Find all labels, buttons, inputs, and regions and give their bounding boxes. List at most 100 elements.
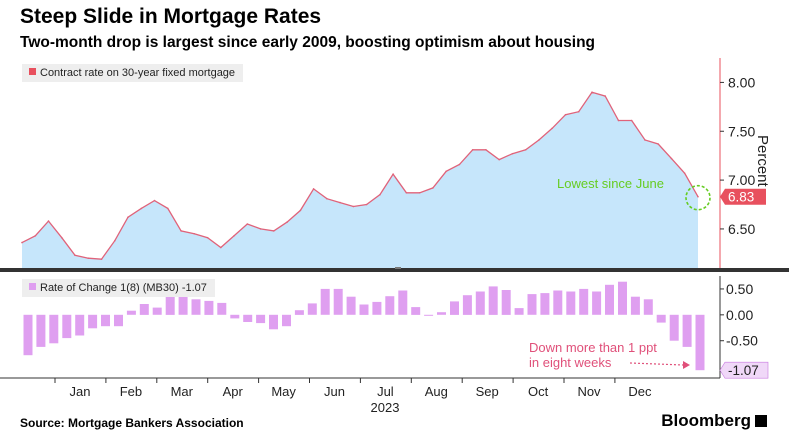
rate-last-value-tag: 6.83 bbox=[720, 188, 766, 205]
change-bar bbox=[165, 295, 175, 315]
change-y-tick-label: 0.50 bbox=[726, 281, 753, 297]
change-bar bbox=[385, 296, 395, 315]
x-tick-label-mar: Mar bbox=[171, 384, 194, 399]
rate-point bbox=[100, 258, 103, 261]
rate-point bbox=[87, 257, 90, 260]
rate-point bbox=[485, 149, 487, 151]
x-tick-label-feb: Feb bbox=[120, 384, 142, 399]
rate-point bbox=[114, 239, 116, 242]
rate-point bbox=[697, 195, 699, 198]
rate-last-value-label: 6.83 bbox=[728, 190, 754, 205]
change-bar bbox=[682, 314, 692, 347]
change-y-tick-label: -0.50 bbox=[726, 333, 758, 349]
change-bar bbox=[320, 288, 330, 315]
change-bar bbox=[566, 291, 576, 315]
rate-y-tick-label: 7.00 bbox=[728, 172, 755, 188]
rate-point bbox=[591, 91, 593, 93]
rate-y-tick-label: 8.00 bbox=[728, 74, 755, 90]
brand-name: Bloomberg bbox=[661, 411, 751, 430]
rate-point bbox=[352, 205, 355, 208]
rate-legend: Contract rate on 30-year fixed mortgage bbox=[22, 64, 244, 82]
rate-y-tick-label: 7.50 bbox=[728, 123, 755, 139]
rate-y-axis-label: Percent bbox=[754, 135, 771, 188]
rate-point bbox=[273, 230, 275, 232]
rate-point bbox=[538, 139, 540, 141]
change-bar bbox=[450, 301, 459, 315]
change-bar bbox=[514, 308, 524, 315]
rate-panel: Lowest since June bbox=[21, 91, 711, 268]
rate-point bbox=[577, 110, 580, 113]
change-last-value-label: -1.07 bbox=[728, 363, 759, 378]
x-tick-label-apr: Apr bbox=[223, 384, 244, 399]
rate-legend-swatch bbox=[29, 68, 36, 75]
change-bar bbox=[62, 314, 72, 339]
change-bar bbox=[204, 300, 214, 315]
rate-line bbox=[21, 91, 699, 260]
change-bar bbox=[333, 288, 343, 315]
change-bar bbox=[437, 312, 446, 315]
change-bar bbox=[618, 281, 627, 315]
rate-point bbox=[246, 223, 249, 225]
x-tick-label-jul: Jul bbox=[377, 384, 394, 399]
rate-point bbox=[657, 143, 659, 145]
change-bar bbox=[359, 304, 369, 315]
change-bar bbox=[605, 284, 614, 315]
change-bar bbox=[75, 314, 85, 336]
rate-point bbox=[312, 188, 315, 190]
rate-legend-label: Contract rate on 30-year fixed mortgage bbox=[40, 67, 236, 79]
x-tick-label-may: May bbox=[271, 384, 296, 399]
rate-point bbox=[564, 113, 567, 116]
change-bar bbox=[540, 293, 550, 315]
panel-divider bbox=[0, 268, 789, 272]
rate-point bbox=[630, 119, 633, 122]
change-bar bbox=[411, 307, 421, 315]
chart-subtitle: Two-month drop is largest since early 20… bbox=[20, 34, 596, 51]
change-bar bbox=[101, 314, 110, 327]
rate-point bbox=[233, 235, 235, 237]
change-bar bbox=[592, 291, 602, 315]
down-more-annotation-line2: in eight weeks bbox=[529, 355, 612, 370]
change-bar bbox=[114, 314, 123, 327]
rate-point bbox=[127, 216, 129, 218]
change-bar bbox=[88, 314, 98, 329]
rate-point bbox=[458, 163, 461, 166]
change-bar bbox=[553, 290, 563, 315]
rate-point bbox=[299, 209, 302, 212]
x-tick-label-nov: Nov bbox=[577, 384, 601, 399]
change-bar bbox=[256, 314, 266, 324]
rate-point bbox=[392, 173, 394, 175]
x-tick-label-jan: Jan bbox=[70, 384, 91, 399]
change-bar bbox=[126, 310, 136, 315]
change-y-tick-label: 0.00 bbox=[726, 307, 753, 323]
x-tick-label-jun: Jun bbox=[324, 384, 345, 399]
rate-point bbox=[339, 201, 341, 204]
rate-point bbox=[683, 172, 686, 175]
chart-title: Steep Slide in Mortgage Rates bbox=[20, 5, 322, 28]
rate-point bbox=[405, 192, 408, 194]
change-bar bbox=[488, 286, 498, 315]
change-bar bbox=[643, 299, 653, 315]
change-bar bbox=[527, 294, 537, 315]
rate-point bbox=[617, 119, 620, 122]
rate-point bbox=[167, 207, 169, 210]
rate-point bbox=[220, 246, 222, 249]
change-bar bbox=[191, 299, 201, 315]
rate-point bbox=[259, 228, 262, 230]
rate-point bbox=[21, 241, 23, 244]
rate-y-tick-label: 6.50 bbox=[728, 221, 755, 237]
change-bar bbox=[36, 314, 46, 347]
down-more-arrow-head bbox=[683, 361, 690, 369]
change-bar bbox=[462, 295, 472, 315]
change-legend: Rate of Change 1(8) (MB30) -1.07 bbox=[22, 279, 215, 297]
change-bar bbox=[346, 296, 356, 315]
x-tick-label-sep: Sep bbox=[476, 384, 499, 399]
rate-point bbox=[140, 207, 143, 210]
change-legend-label: Rate of Change 1(8) (MB30) -1.07 bbox=[40, 282, 207, 294]
change-bar bbox=[695, 314, 705, 371]
panel-divider-handle bbox=[395, 267, 401, 269]
down-more-arrow-line bbox=[629, 362, 684, 366]
rate-point bbox=[180, 230, 182, 232]
